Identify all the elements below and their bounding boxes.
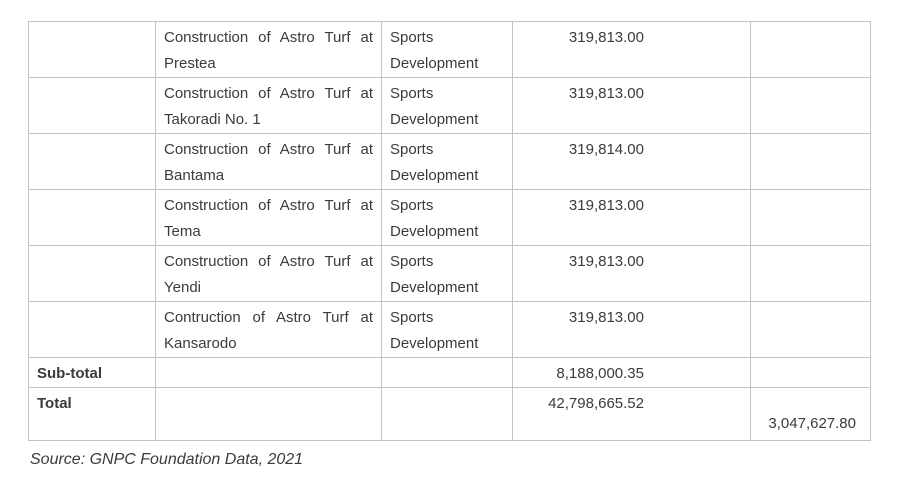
table-row: Construction of Astro Turf at Prestea Sp…: [28, 21, 871, 78]
project-name-line2: Bantama: [164, 167, 225, 184]
category-cell: Sports Development: [381, 77, 513, 134]
category-line1: Sports: [390, 309, 434, 326]
empty-cell: [155, 357, 382, 388]
projects-table: Construction of Astro Turf at Prestea Sp…: [28, 21, 871, 441]
table-row: Construction of Astro Turf at Yendi Spor…: [28, 245, 871, 302]
project-cell: Construction of Astro Turf at Yendi: [155, 245, 382, 302]
category-line2: Development: [390, 223, 479, 240]
amount-cell: 319,813.00: [512, 189, 751, 246]
project-cell: Construction of Astro Turf at Prestea: [155, 21, 382, 78]
project-name-line1: Construction of Astro Turf at: [164, 85, 373, 102]
row-label-cell: [28, 133, 156, 190]
empty-cell: [155, 387, 382, 441]
project-name-line2: Kansarodo: [164, 335, 237, 352]
amount-cell: 319,814.00: [512, 133, 751, 190]
total-last-column-cell: 3,047,627.80: [750, 387, 871, 441]
project-name-line1: Construction of Astro Turf at: [164, 29, 373, 46]
source-note: Source: GNPC Foundation Data, 2021: [30, 451, 304, 468]
category-cell: Sports Development: [381, 133, 513, 190]
project-name-line2: Tema: [164, 223, 201, 240]
table-row: Construction of Astro Turf at Bantama Sp…: [28, 133, 871, 190]
category-cell: Sports Development: [381, 301, 513, 358]
empty-cell: [750, 77, 871, 134]
empty-cell: [750, 21, 871, 78]
project-name-line1: Construction of Astro Turf at: [164, 253, 373, 270]
project-name-line2: Yendi: [164, 279, 201, 296]
category-line1: Sports: [390, 29, 434, 46]
category-line1: Sports: [390, 141, 434, 158]
project-name-line2: Takoradi No. 1: [164, 111, 261, 128]
category-line2: Development: [390, 55, 479, 72]
subtotal-amount-cell: 8,188,000.35: [512, 357, 751, 388]
row-label-cell: [28, 21, 156, 78]
row-label-cell: [28, 77, 156, 134]
amount-cell: 319,813.00: [512, 77, 751, 134]
document-page: Construction of Astro Turf at Prestea Sp…: [28, 21, 871, 468]
category-line1: Sports: [390, 85, 434, 102]
project-cell: Contruction of Astro Turf at Kansarodo: [155, 301, 382, 358]
project-cell: Construction of Astro Turf at Takoradi N…: [155, 77, 382, 134]
amount-cell: 319,813.00: [512, 245, 751, 302]
total-amount-cell: 42,798,665.52: [512, 387, 751, 441]
amount-cell: 319,813.00: [512, 21, 751, 78]
empty-cell: [750, 357, 871, 388]
project-name-line1: Contruction of Astro Turf at: [164, 309, 373, 326]
project-name-line1: Construction of Astro Turf at: [164, 141, 373, 158]
project-name-line2: Prestea: [164, 55, 216, 72]
subtotal-row: Sub-total 8,188,000.35: [28, 357, 871, 388]
empty-cell: [750, 245, 871, 302]
project-cell: Construction of Astro Turf at Bantama: [155, 133, 382, 190]
empty-cell: [381, 357, 513, 388]
table-row: Contruction of Astro Turf at Kansarodo S…: [28, 301, 871, 358]
category-line1: Sports: [390, 197, 434, 214]
category-cell: Sports Development: [381, 21, 513, 78]
row-label-cell: [28, 245, 156, 302]
category-line2: Development: [390, 335, 479, 352]
category-line2: Development: [390, 279, 479, 296]
category-line1: Sports: [390, 253, 434, 270]
project-name-line1: Construction of Astro Turf at: [164, 197, 373, 214]
amount-cell: 319,813.00: [512, 301, 751, 358]
table-row: Construction of Astro Turf at Takoradi N…: [28, 77, 871, 134]
empty-cell: [381, 387, 513, 441]
project-cell: Construction of Astro Turf at Tema: [155, 189, 382, 246]
row-label-cell: [28, 189, 156, 246]
total-row: Total 42,798,665.52 3,047,627.80: [28, 387, 871, 441]
category-cell: Sports Development: [381, 189, 513, 246]
row-label-cell: [28, 301, 156, 358]
total-label: Total: [28, 387, 156, 441]
category-line2: Development: [390, 167, 479, 184]
category-line2: Development: [390, 111, 479, 128]
table-row: Construction of Astro Turf at Tema Sport…: [28, 189, 871, 246]
empty-cell: [750, 133, 871, 190]
empty-cell: [750, 301, 871, 358]
category-cell: Sports Development: [381, 245, 513, 302]
empty-cell: [750, 189, 871, 246]
subtotal-label: Sub-total: [28, 357, 156, 388]
